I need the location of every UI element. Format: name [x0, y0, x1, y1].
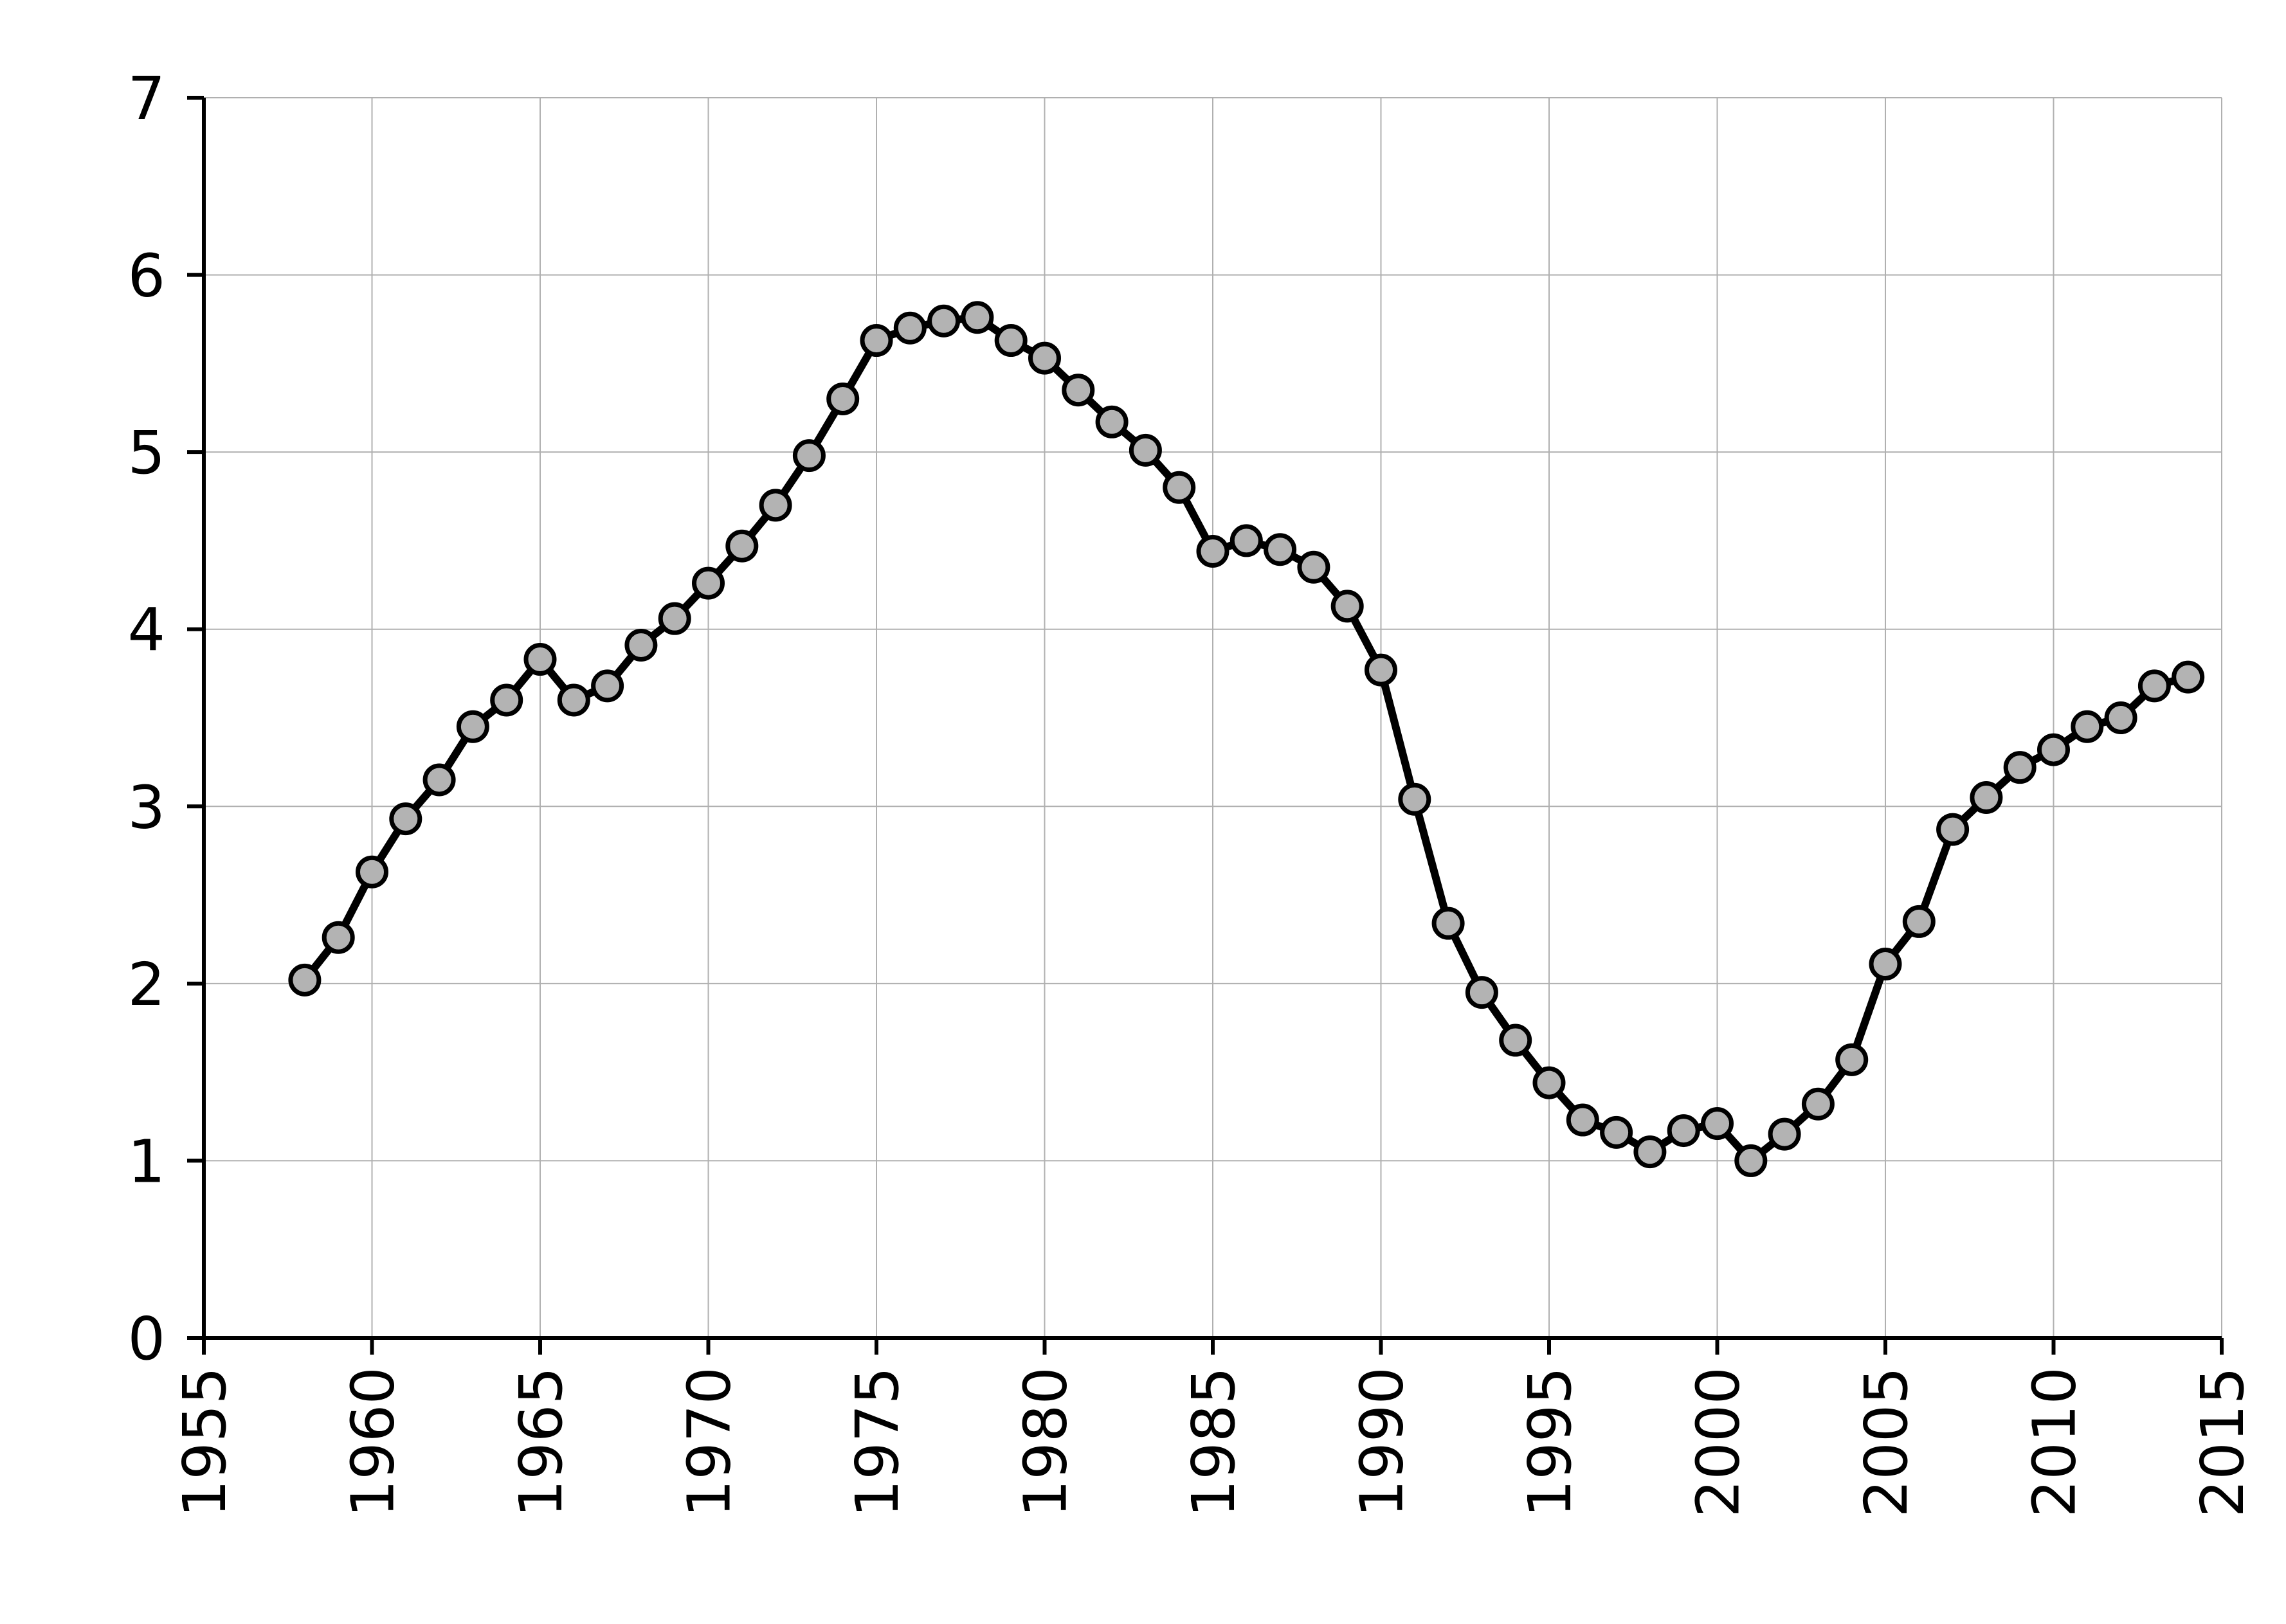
data-point — [389, 802, 422, 836]
data-point — [961, 301, 994, 334]
x-tick-label: 1985 — [1179, 1367, 1248, 1517]
x-tick-label: 2005 — [1852, 1367, 1921, 1517]
data-point — [1667, 1114, 1700, 1148]
data-point — [692, 566, 725, 600]
data-point — [490, 683, 523, 717]
y-tick-label: 6 — [127, 242, 165, 311]
data-point — [2003, 751, 2037, 784]
data-point — [1264, 533, 1297, 566]
x-tick-label: 1955 — [170, 1367, 239, 1517]
x-tick-label: 2000 — [1684, 1367, 1753, 1517]
y-tick-label: 4 — [127, 596, 165, 665]
data-point — [1398, 782, 1431, 816]
data-point — [1129, 433, 1162, 467]
data-point — [994, 324, 1028, 357]
data-point — [658, 602, 691, 635]
data-point — [1431, 907, 1465, 940]
x-tick-label: 2015 — [2188, 1367, 2257, 1517]
data-point — [2104, 701, 2137, 734]
data-point — [1835, 1043, 1869, 1076]
x-tick-label: 1990 — [1348, 1367, 1417, 1517]
data-point — [523, 643, 557, 676]
data-point — [2037, 733, 2070, 766]
data-point — [1095, 405, 1129, 438]
data-line — [302, 313, 2190, 1165]
data-point — [624, 629, 658, 662]
data-point — [927, 304, 961, 338]
data-point — [1633, 1135, 1667, 1169]
x-tick-label: 1960 — [339, 1367, 408, 1517]
data-point — [591, 669, 624, 703]
data-point — [2071, 710, 2104, 743]
data-point — [2172, 660, 2205, 694]
data-point — [557, 683, 590, 717]
y-tick-label: 3 — [127, 773, 165, 842]
data-point — [422, 763, 456, 797]
x-tick-label: 1975 — [843, 1367, 912, 1517]
data-point — [1062, 374, 1095, 407]
y-tick-label: 0 — [127, 1304, 165, 1373]
data-point — [1532, 1066, 1566, 1099]
x-tick-label: 1970 — [675, 1367, 744, 1517]
data-point — [1902, 905, 1936, 938]
x-tick-label: 1965 — [507, 1367, 576, 1517]
data-point — [1196, 534, 1229, 568]
y-tick-label: 5 — [127, 419, 165, 487]
data-point — [322, 921, 355, 954]
data-point — [1229, 524, 1263, 557]
data-point — [1297, 550, 1330, 584]
data-point — [1768, 1117, 1801, 1151]
data-point — [1499, 1024, 1532, 1057]
data-point — [1734, 1144, 1768, 1177]
data-point — [1600, 1115, 1633, 1149]
x-tick-label: 1995 — [1516, 1367, 1584, 1517]
y-tick-label: 2 — [127, 950, 165, 1019]
data-point — [759, 489, 792, 522]
data-point — [1566, 1103, 1599, 1137]
data-point — [1028, 341, 1061, 375]
data-point — [1701, 1107, 1734, 1141]
data-point — [288, 963, 322, 997]
data-point — [1330, 590, 1364, 623]
data-point — [893, 311, 927, 345]
data-point — [1970, 781, 2003, 815]
data-point — [826, 382, 860, 415]
data-point — [1163, 471, 1196, 504]
data-point — [2137, 669, 2171, 703]
x-tick-label: 1980 — [1011, 1367, 1080, 1517]
data-point — [356, 855, 388, 889]
data-point — [1465, 976, 1498, 1009]
data-point — [1801, 1087, 1835, 1121]
data-point — [1936, 813, 1970, 846]
data-point — [725, 529, 759, 563]
y-tick-label: 7 — [127, 64, 165, 133]
data-point — [792, 439, 826, 473]
y-tick-label: 1 — [127, 1127, 165, 1196]
data-point — [860, 324, 893, 357]
data-point — [1869, 948, 1902, 981]
data-point — [1365, 653, 1397, 687]
data-point — [456, 710, 489, 743]
x-tick-label: 2010 — [2020, 1367, 2089, 1517]
